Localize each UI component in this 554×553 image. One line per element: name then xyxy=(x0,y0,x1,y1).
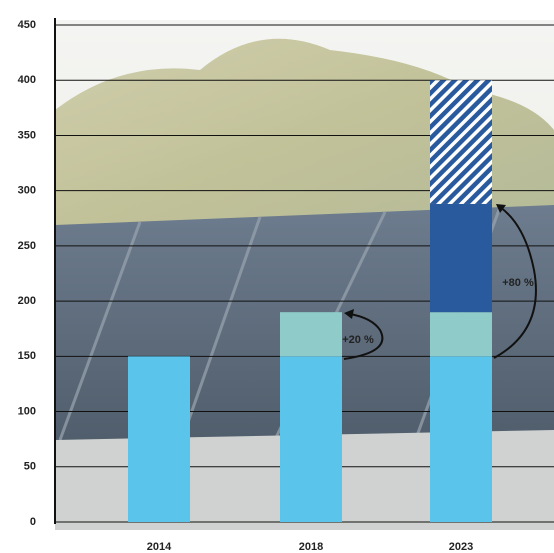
bar-segment xyxy=(430,80,492,204)
bar-segment xyxy=(280,312,342,357)
y-tick-label: 450 xyxy=(18,19,36,31)
bar-segment xyxy=(430,203,492,313)
y-tick-label: 400 xyxy=(18,74,36,86)
x-tick-label: 2018 xyxy=(299,541,323,553)
bars xyxy=(128,80,492,522)
bar-segment xyxy=(280,356,342,522)
y-tick-label: 100 xyxy=(18,405,36,417)
y-tick-label: 300 xyxy=(18,185,36,197)
y-tick-label: 50 xyxy=(24,461,36,473)
x-tick-label: 2023 xyxy=(449,541,473,553)
y-tick-label: 200 xyxy=(18,295,36,307)
annotation: +80 % xyxy=(502,277,534,289)
y-tick-label: 350 xyxy=(18,129,36,141)
bar-segment xyxy=(128,356,190,522)
bar-segment xyxy=(430,356,492,522)
annotation: +20 % xyxy=(342,334,374,346)
y-tick-label: 150 xyxy=(18,350,36,362)
x-tick-label: 2014 xyxy=(147,541,172,553)
arrows xyxy=(343,204,537,360)
bar-segment xyxy=(430,312,492,357)
y-tick-label: 250 xyxy=(18,240,36,252)
y-tick-label: 0 xyxy=(30,516,36,528)
